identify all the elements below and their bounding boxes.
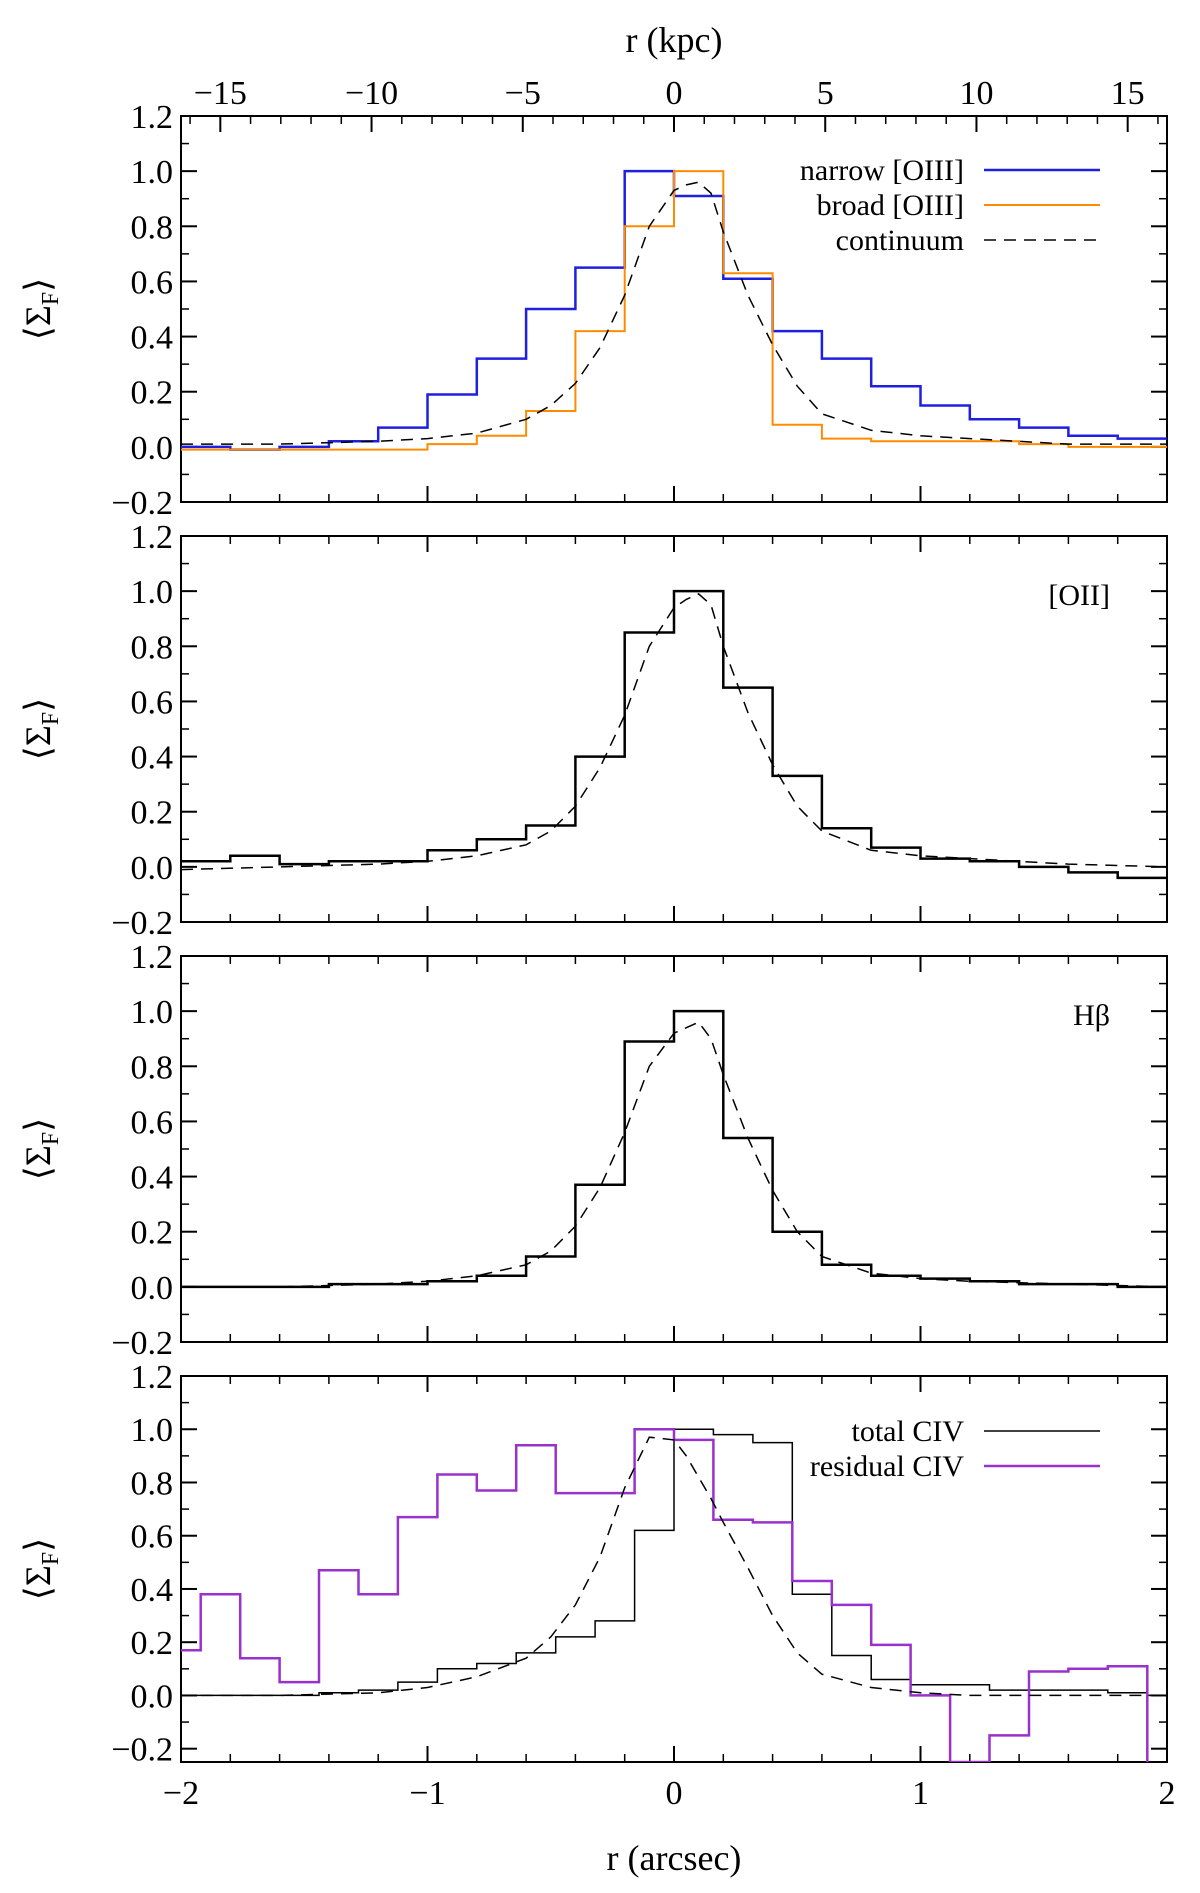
- x-tick-label: 1: [912, 1775, 929, 1812]
- y-tick-label: 0.6: [131, 1104, 174, 1141]
- series-line-continuum: [181, 181, 1167, 445]
- y-tick-label: −0.2: [111, 485, 173, 522]
- series-line-hbeta: [181, 1009, 1167, 1289]
- y-tick-label: 0.0: [131, 1270, 174, 1307]
- y-tick-label: 0.2: [131, 1215, 174, 1252]
- y-axis-title: ⟨ΣF⟩: [18, 278, 64, 340]
- x-tick-label: −1: [409, 1775, 445, 1812]
- y-axis-title-sub: F: [38, 1132, 64, 1145]
- series-group: [181, 1427, 1167, 1762]
- y-axis-title-end: ⟩: [18, 1538, 58, 1552]
- y-axis-title-main: ⟨Σ: [18, 725, 58, 760]
- y-tick-label: 1.0: [131, 994, 174, 1031]
- legend-label-narrow-oiii: narrow [OIII]: [800, 154, 964, 187]
- y-tick-label: 0.8: [131, 209, 174, 246]
- y-tick-label: 1.0: [131, 574, 174, 611]
- x-tick-label: 2: [1159, 1775, 1176, 1812]
- y-tick-label: 0.0: [131, 1678, 174, 1715]
- y-tick-label: 0.4: [131, 320, 174, 357]
- panel-hbeta: −0.2 0.0 0.2 0.4 0.6 0.8 1.0 1.2 ⟨ΣF⟩: [18, 939, 1168, 1362]
- series-group: [181, 169, 1167, 451]
- y-axis-title: ⟨ΣF⟩: [18, 698, 64, 760]
- series-line-continuum: [181, 1436, 1167, 1697]
- panel-label-oii: [OII]: [1048, 579, 1110, 612]
- y-tick-label: 0.2: [131, 795, 174, 832]
- y-axis-title-sub: F: [38, 1552, 64, 1565]
- series-group: [181, 589, 1167, 880]
- y-tick-label: −0.2: [111, 1732, 173, 1769]
- series-line-continuum: [181, 1021, 1167, 1288]
- panel-civ: −0.2 0.0 0.2 0.4 0.6 0.8 1.0 1.2 ⟨ΣF⟩ −2 −1 0 1 2: [18, 1359, 1176, 1812]
- legend-label-total-civ: total CIV: [852, 1415, 965, 1448]
- series-line-broad-oiii: [181, 170, 1167, 451]
- y-tick-label: 0.2: [131, 1625, 174, 1662]
- kpc-tick-label: −15: [194, 75, 247, 112]
- series-line-total-civ: [181, 1428, 1167, 1697]
- y-axis-title: ⟨ΣF⟩: [18, 1118, 64, 1180]
- legend-oiii: narrow [OIII] broad [OIII] continuum: [800, 154, 1100, 257]
- legend-civ: total CIV residual CIV: [810, 1415, 1100, 1483]
- y-axis-title-main: ⟨Σ: [18, 1145, 58, 1180]
- y-tick-label: 0.4: [131, 1160, 174, 1197]
- kpc-tick-label: 5: [817, 75, 834, 112]
- kpc-tick-label: −10: [345, 75, 398, 112]
- y-tick-label: 0.4: [131, 740, 174, 777]
- panel-label-hbeta: Hβ: [1073, 999, 1110, 1032]
- y-tick-label: 1.2: [131, 1359, 174, 1396]
- y-tick-label: −0.2: [111, 1325, 173, 1362]
- y-tick-label: 0.6: [131, 1519, 174, 1556]
- y-axis-title-main: ⟨Σ: [18, 305, 58, 340]
- y-tick-label: 1.2: [131, 519, 174, 556]
- y-axis-title-end: ⟩: [18, 278, 58, 292]
- y-tick-label: 1.0: [131, 1412, 174, 1449]
- y-tick-label: 0.4: [131, 1572, 174, 1609]
- y-tick-label: 0.8: [131, 1465, 174, 1502]
- y-tick-label: 0.6: [131, 684, 174, 721]
- y-tick-label: 0.2: [131, 375, 174, 412]
- y-tick-label: 0.0: [131, 430, 174, 467]
- y-tick-label: 1.2: [131, 99, 174, 136]
- y-tick-label: 0.8: [131, 1049, 174, 1086]
- legend-label-continuum: continuum: [836, 224, 964, 257]
- top-axis-title: r (kpc): [626, 20, 723, 60]
- panel-oiii: −0.2 0.0 0.2 0.4 0.6 0.8 1.0 1.2 ⟨ΣF⟩: [18, 99, 1168, 522]
- y-axis-title-end: ⟩: [18, 698, 58, 712]
- legend-label-broad-oiii: broad [OIII]: [817, 189, 964, 222]
- y-axis-title-sub: F: [38, 292, 64, 305]
- panel-oii: −0.2 0.0 0.2 0.4 0.6 0.8 1.0 1.2 ⟨ΣF⟩: [18, 519, 1168, 942]
- y-tick-label: 1.0: [131, 154, 174, 191]
- y-axis-title-main: ⟨Σ: [18, 1565, 58, 1600]
- series-line-continuum: [181, 593, 1167, 871]
- series-group: [181, 1009, 1167, 1289]
- y-tick-label: 0.8: [131, 629, 174, 666]
- kpc-tick-label: 0: [666, 75, 683, 112]
- bottom-axis-title: r (arcsec): [607, 1838, 742, 1878]
- kpc-tick-label: −5: [505, 75, 541, 112]
- series-line-oii: [181, 589, 1167, 880]
- y-tick-label: −0.2: [111, 905, 173, 942]
- y-tick-label: 0.6: [131, 264, 174, 301]
- y-tick-label: 1.2: [131, 939, 174, 976]
- kpc-tick-label: 10: [959, 75, 993, 112]
- x-tick-label: −2: [163, 1775, 199, 1812]
- y-axis-title-sub: F: [38, 712, 64, 725]
- y-tick-label: 0.0: [131, 850, 174, 887]
- x-tick-label: 0: [666, 1775, 683, 1812]
- kpc-tick-label: 15: [1111, 75, 1145, 112]
- legend-label-residual-civ: residual CIV: [810, 1450, 964, 1483]
- top-kpc-axis: −15 −10 −5 0 5 10 15: [189, 75, 1159, 132]
- y-axis-title: ⟨ΣF⟩: [18, 1538, 64, 1600]
- y-axis-title-end: ⟩: [18, 1118, 58, 1132]
